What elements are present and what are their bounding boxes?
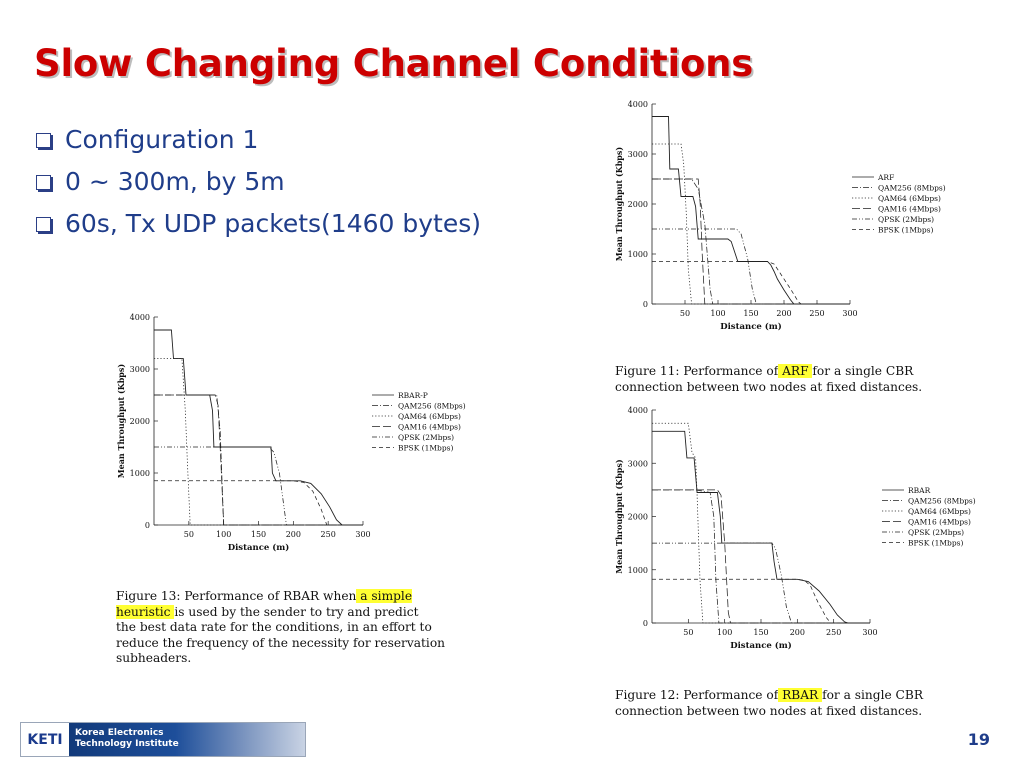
series-line (154, 329, 363, 526)
checkbox-bullet-icon (36, 132, 51, 148)
keti-logo: KETI Korea Electronics Technology Instit… (20, 722, 306, 757)
x-tick-label: 50 (683, 628, 693, 637)
bullet-item: 60s, Tx UDP packets(1460 bytes) (36, 202, 481, 244)
legend-entry: QAM16 (4Mbps) (908, 518, 971, 527)
x-axis-label: Distance (m) (228, 542, 290, 553)
page-title: Slow Changing Channel Conditions (34, 42, 754, 85)
y-tick-label: 4000 (130, 313, 150, 322)
x-axis-label: Distance (m) (730, 640, 792, 651)
legend-entry: QAM64 (6Mbps) (398, 412, 461, 421)
x-tick-label: 200 (776, 309, 791, 318)
series-line (652, 578, 870, 624)
x-tick-label: 250 (826, 628, 841, 637)
x-tick-label: 250 (321, 530, 336, 539)
y-tick-label: 2000 (628, 200, 648, 209)
y-tick-label: 2000 (628, 513, 648, 522)
bullet-item: 0 ~ 300m, by 5m (36, 160, 481, 202)
x-tick-label: 150 (251, 530, 266, 539)
y-tick-label: 0 (643, 619, 648, 628)
y-tick-label: 4000 (628, 100, 648, 109)
y-tick-label: 2000 (130, 417, 150, 426)
series-line (154, 394, 363, 526)
legend-entry: QAM16 (4Mbps) (878, 205, 941, 214)
legend-entry: QPSK (2Mbps) (908, 528, 964, 537)
legend-entry: QAM256 (8Mbps) (908, 497, 976, 506)
legend-entry: QAM16 (4Mbps) (398, 423, 461, 432)
series-line (652, 143, 850, 305)
x-tick-label: 300 (862, 628, 877, 637)
x-axis-label: Distance (m) (720, 321, 782, 332)
y-tick-label: 1000 (628, 566, 648, 575)
series-line (652, 489, 870, 624)
bullet-item: Configuration 1 (36, 118, 481, 160)
series-line (652, 178, 850, 305)
x-tick-label: 100 (717, 628, 732, 637)
x-tick-label: 150 (753, 628, 768, 637)
highlight-arf: ARF (778, 364, 813, 378)
highlight-heuristic: heuristic (116, 604, 175, 619)
series-line (652, 228, 850, 305)
legend-entry: BPSK (1Mbps) (878, 226, 934, 235)
figure-11-caption: Figure 11: Performance of ARF for a sing… (615, 364, 923, 394)
y-tick-label: 3000 (628, 459, 648, 468)
series-line (652, 116, 850, 305)
legend-entry: BPSK (1Mbps) (908, 539, 964, 548)
logo-mark: KETI (27, 731, 63, 748)
x-tick-label: 300 (842, 309, 857, 318)
bullet-text: 60s, Tx UDP packets(1460 bytes) (65, 208, 481, 238)
x-tick-label: 200 (790, 628, 805, 637)
y-axis-label: Mean Throughput (Kbps) (116, 364, 126, 479)
x-tick-label: 100 (710, 309, 725, 318)
x-tick-label: 50 (184, 530, 194, 539)
y-tick-label: 0 (643, 300, 648, 309)
series-line (652, 422, 870, 624)
figure-12-caption: Figure 12: Performance of RBAR for a sin… (615, 688, 924, 718)
x-tick-label: 100 (216, 530, 231, 539)
bullet-text: Configuration 1 (65, 124, 259, 154)
x-tick-label: 150 (743, 309, 758, 318)
highlight-rbar: RBAR (778, 688, 823, 702)
x-tick-label: 50 (680, 309, 690, 318)
legend-entry: QPSK (2Mbps) (398, 433, 454, 442)
logo-text: Korea Electronics Technology Institute (69, 723, 305, 756)
legend-entry: QAM256 (8Mbps) (398, 402, 466, 411)
page-number: 19 (967, 730, 990, 749)
legend-entry: QAM64 (6Mbps) (878, 194, 941, 203)
checkbox-bullet-icon (36, 216, 51, 232)
series-line (652, 261, 850, 305)
series-line (652, 542, 870, 624)
legend-entry: ARF (877, 173, 894, 182)
series-line (154, 358, 363, 526)
bullet-list: Configuration 1 0 ~ 300m, by 5m 60s, Tx … (36, 118, 481, 244)
highlight-simple: a simple (356, 589, 413, 603)
bullet-text: 0 ~ 300m, by 5m (65, 166, 285, 196)
series-line (154, 446, 363, 526)
x-tick-label: 250 (809, 309, 824, 318)
legend-entry: RBAR (908, 486, 931, 495)
y-tick-label: 1000 (130, 469, 150, 478)
legend-entry: QPSK (2Mbps) (878, 215, 934, 224)
y-axis-label: Mean Throughput (Kbps) (614, 459, 624, 574)
x-tick-label: 200 (286, 530, 301, 539)
y-tick-label: 1000 (628, 250, 648, 259)
series-line (154, 480, 363, 526)
legend-entry: QAM256 (8Mbps) (878, 184, 946, 193)
figure-13-caption: Figure 13: Performance of RBAR when a si… (116, 589, 446, 665)
y-axis-label: Mean Throughput (Kbps) (614, 147, 624, 262)
y-tick-label: 3000 (628, 150, 648, 159)
legend-entry: QAM64 (6Mbps) (908, 507, 971, 516)
legend-entry: BPSK (1Mbps) (398, 444, 454, 453)
y-tick-label: 4000 (628, 406, 648, 415)
checkbox-bullet-icon (36, 174, 51, 190)
y-tick-label: 3000 (130, 365, 150, 374)
y-tick-label: 0 (145, 521, 150, 530)
legend-entry: RBAR-P (398, 391, 428, 400)
x-tick-label: 300 (355, 530, 370, 539)
